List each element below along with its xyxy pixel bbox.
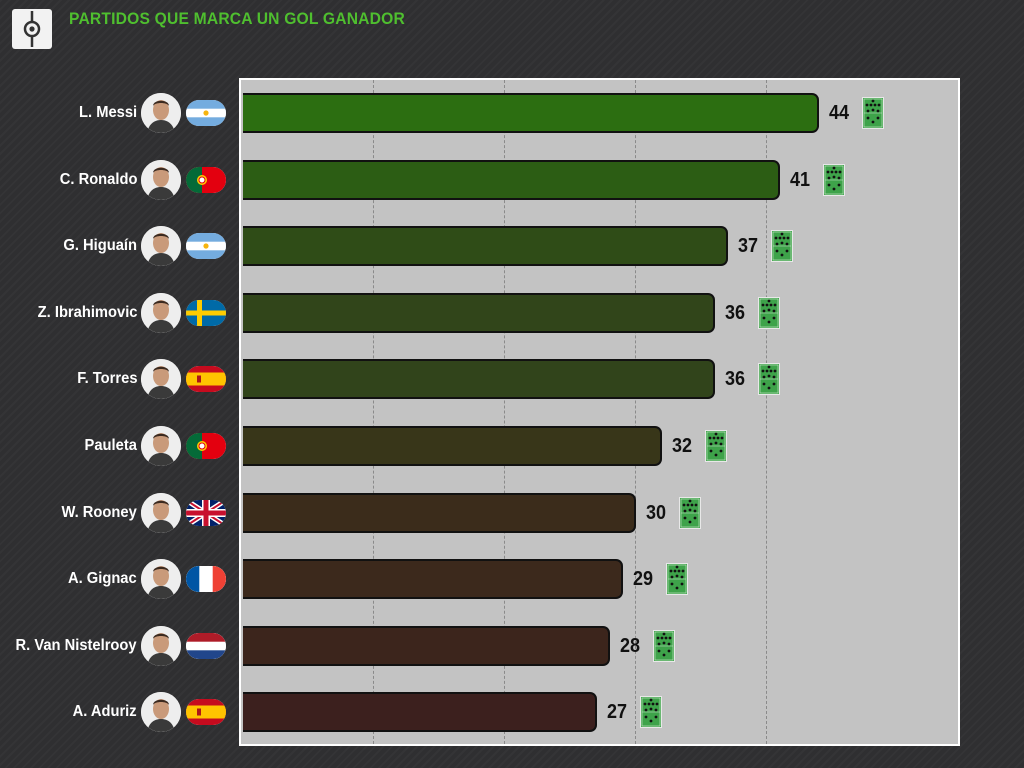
gridline xyxy=(504,80,505,744)
player-name-label: L. Messi xyxy=(78,104,137,121)
player-avatar xyxy=(141,159,181,200)
soccer-pitch-icon xyxy=(705,430,728,467)
player-avatar xyxy=(141,625,181,666)
player-avatar xyxy=(141,359,181,400)
bar xyxy=(243,492,636,533)
bar xyxy=(243,159,781,200)
chart-plot-area: 44 41 37 36 36 32 30 29 28 27 xyxy=(239,78,960,746)
bar-value-label: 44 xyxy=(829,102,850,124)
spain-flag-icon xyxy=(186,366,226,393)
bar-value-label: 37 xyxy=(737,235,758,258)
player-name-label: Z. Ibrahimovic xyxy=(37,303,137,321)
gridline xyxy=(635,80,636,744)
soccer-pitch-icon xyxy=(652,629,675,667)
player-avatar xyxy=(141,93,181,133)
bar-value-label: 29 xyxy=(632,568,653,591)
bar xyxy=(243,359,715,400)
gridline xyxy=(373,80,374,744)
player-name-label: A. Aduriz xyxy=(72,703,137,721)
france-flag-icon xyxy=(186,566,226,593)
soccer-pitch-icon xyxy=(757,296,780,334)
soccer-pitch-icon xyxy=(770,230,793,267)
soccer-pitch-icon xyxy=(823,163,846,201)
portugal-flag-icon xyxy=(186,433,226,459)
chart-title: PARTIDOS QUE MARCA UN GOL GANADOR xyxy=(69,9,405,28)
gridline xyxy=(766,80,767,744)
sweden-flag-icon xyxy=(186,299,226,326)
player-name-label: F. Torres xyxy=(76,370,137,388)
player-avatar xyxy=(141,292,181,333)
bar xyxy=(243,292,715,333)
netherlands-flag-icon xyxy=(186,632,226,659)
bar-value-label: 27 xyxy=(606,701,627,724)
bar-value-label: 36 xyxy=(724,368,745,391)
bar xyxy=(243,226,728,267)
bar-value-label: 30 xyxy=(646,501,667,524)
united-kingdom-flag-icon xyxy=(186,499,226,526)
bar xyxy=(243,692,597,733)
bar-value-label: 36 xyxy=(724,301,745,324)
argentina-flag-icon xyxy=(186,233,226,260)
player-avatar xyxy=(141,559,181,600)
soccer-pitch-icon xyxy=(679,496,701,534)
bar xyxy=(243,426,663,466)
bar-value-label: 32 xyxy=(672,435,693,457)
soccer-pitch-icon xyxy=(639,696,662,733)
portugal-flag-icon xyxy=(186,166,226,193)
spain-flag-icon xyxy=(186,699,226,726)
bar xyxy=(243,93,820,133)
bar-value-label: 28 xyxy=(619,634,640,657)
argentina-flag-icon xyxy=(186,100,226,126)
soccer-pitch-icon xyxy=(757,363,780,400)
bar-value-label: 41 xyxy=(790,168,811,191)
player-avatar xyxy=(141,492,181,533)
player-avatar xyxy=(141,426,181,466)
player-name-label: C. Ronaldo xyxy=(59,170,137,188)
player-name-label: G. Higuaín xyxy=(63,237,137,255)
bar xyxy=(243,559,623,600)
player-name-label: R. Van Nistelrooy xyxy=(15,636,137,654)
player-name-label: Pauleta xyxy=(84,437,137,454)
player-name-label: W. Rooney xyxy=(61,503,137,521)
player-avatar xyxy=(141,226,181,267)
player-avatar xyxy=(141,692,181,733)
soccer-pitch-icon xyxy=(665,563,688,600)
soccer-pitch-icon xyxy=(862,97,885,134)
player-name-label: A. Gignac xyxy=(68,570,137,588)
bar xyxy=(243,625,610,666)
logo-icon xyxy=(12,9,52,49)
